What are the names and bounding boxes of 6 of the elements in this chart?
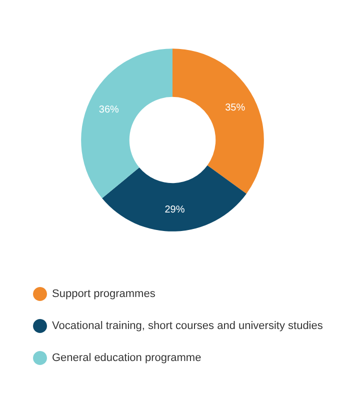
legend-label: Vocational training, short courses and university studies (52, 320, 324, 332)
legend-label: General education programme (52, 352, 202, 364)
data-label: 29% (164, 204, 185, 216)
legend-label: Support programmes (52, 288, 156, 300)
data-label: 36% (98, 104, 120, 116)
data-label: 35% (225, 102, 246, 114)
